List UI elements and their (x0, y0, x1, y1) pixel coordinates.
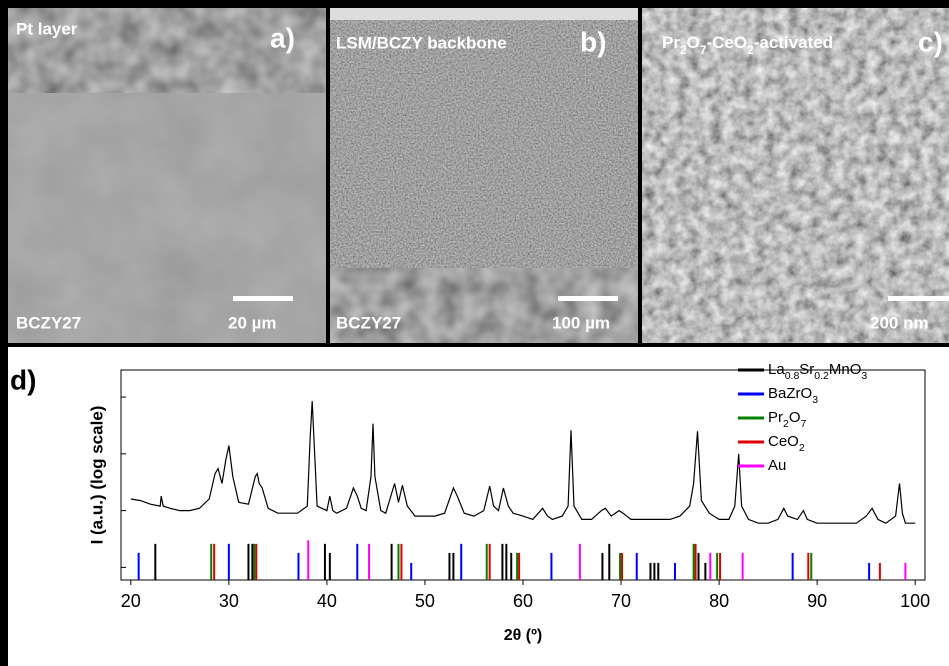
sample-label: BCZY27 (336, 313, 401, 332)
x-tick-label: 20 (121, 591, 141, 611)
x-tick-label: 70 (611, 591, 631, 611)
panel-title: Pt layer (16, 19, 78, 38)
scale-bar (888, 296, 949, 301)
x-tick-label: 40 (317, 591, 337, 611)
scale-bar (233, 296, 293, 301)
sem-panel-a: Pt layer a) BCZY27 20 µm (8, 8, 326, 343)
x-tick-label: 90 (807, 591, 827, 611)
panel-label: d) (10, 364, 36, 395)
scale-label: 100 µm (552, 313, 610, 332)
sem-panel-b: LSM/BCZY backbone b) BCZY27 100 µm (330, 8, 638, 343)
x-tick-label: 30 (219, 591, 239, 611)
legend-label: Pr2O7 (768, 409, 807, 430)
legend-label: CeO2 (768, 433, 805, 454)
sem-panel-c: Pr2O7-CeO2-activated c) 200 nm (642, 8, 949, 343)
y-axis-title: I (a.u.) (log scale) (87, 406, 106, 545)
x-tick-label: 80 (709, 591, 729, 611)
x-tick-label: 100 (900, 591, 930, 611)
xrd-pattern (130, 401, 916, 524)
panel-title: LSM/BCZY backbone (336, 33, 507, 52)
x-tick-label: 50 (415, 591, 435, 611)
legend-label: Au (768, 457, 786, 474)
x-tick-label: 60 (513, 591, 533, 611)
scale-label: 200 nm (870, 313, 929, 332)
legend-label: BaZrO3 (768, 385, 818, 406)
scale-label: 20 µm (228, 313, 277, 332)
panel-label: a) (270, 22, 295, 53)
panel-title: Pr2O7-CeO2-activated (662, 33, 833, 57)
panel-label: b) (580, 26, 606, 57)
sample-label: BCZY27 (16, 313, 81, 332)
x-axis-title: 2θ (º) (504, 627, 543, 644)
scale-bar (558, 296, 618, 301)
panel-label: c) (918, 26, 943, 57)
legend-label: La0.8Sr0.2MnO3 (768, 361, 867, 382)
